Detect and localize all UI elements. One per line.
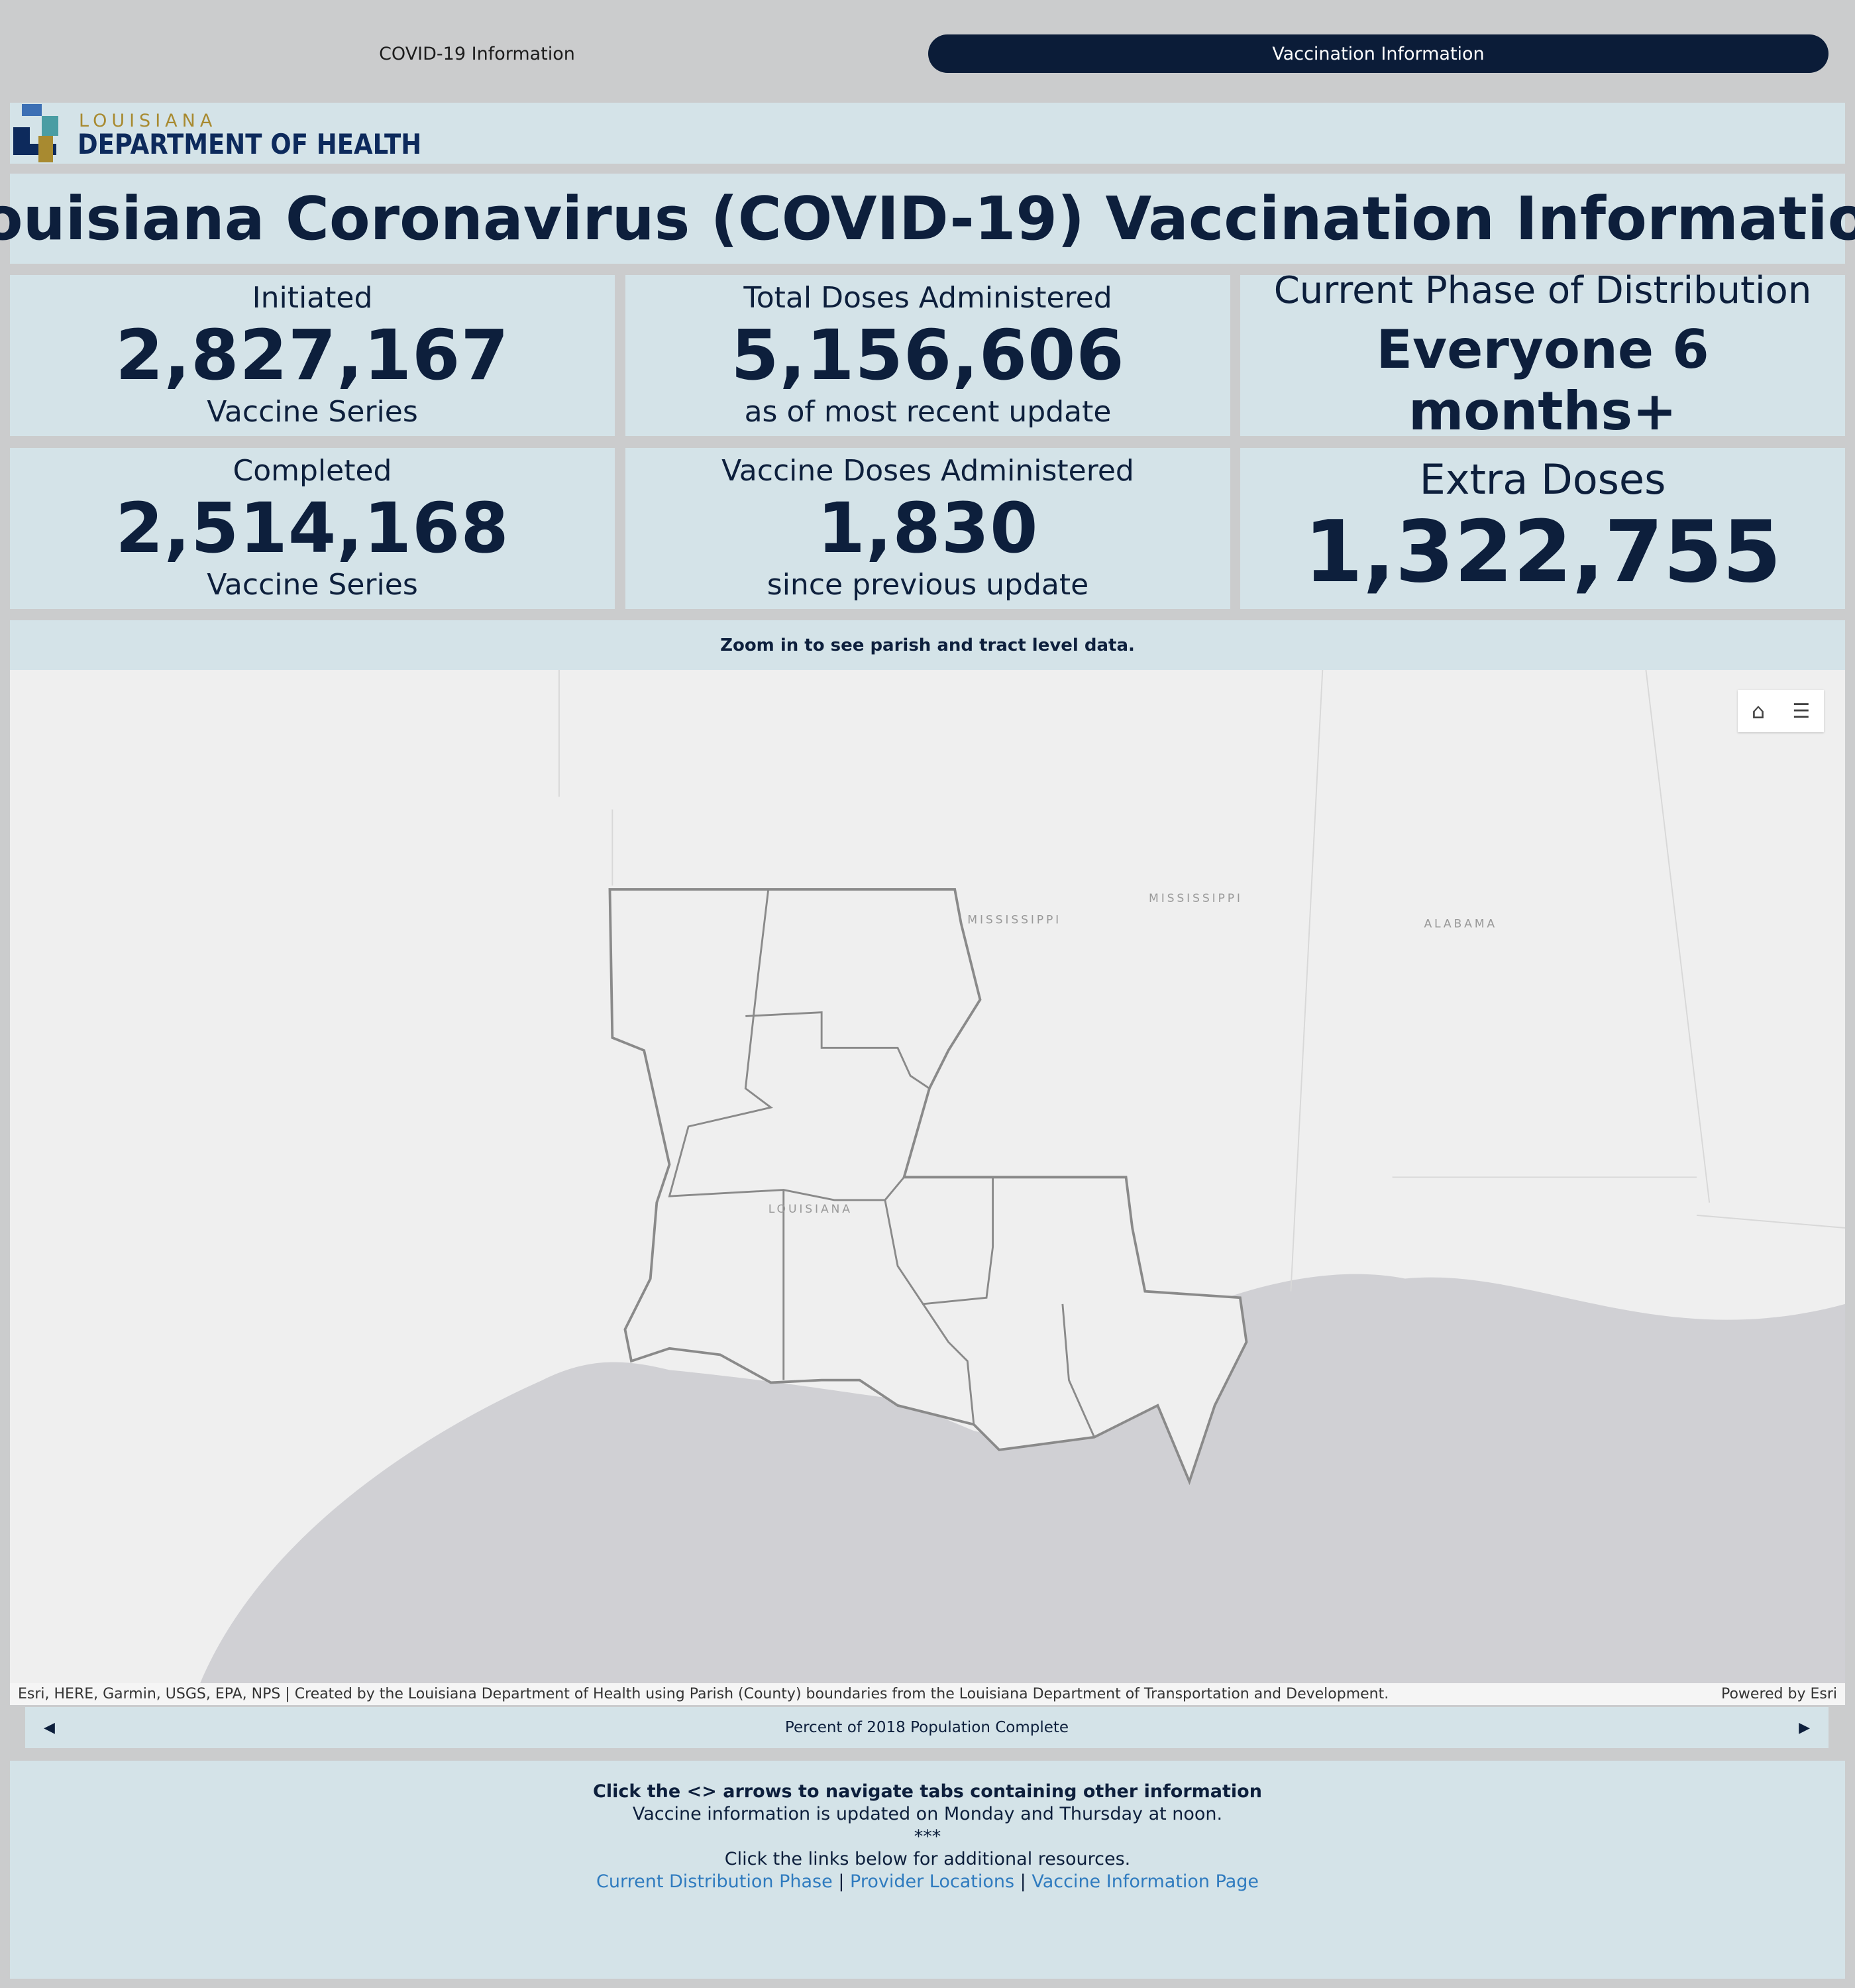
link-current-distribution-phase[interactable]: Current Distribution Phase xyxy=(596,1871,833,1892)
stat-label: Vaccine Doses Administered xyxy=(721,453,1134,488)
map-attribution-bar: Esri, HERE, Garmin, USGS, EPA, NPS | Cre… xyxy=(10,1683,1845,1705)
stat-label: Completed xyxy=(233,453,392,488)
stat-total-doses: Total Doses Administered 5,156,606 as of… xyxy=(625,275,1230,436)
stat-current-phase: Current Phase of Distribution Everyone 6… xyxy=(1240,269,1845,442)
link-divider: | xyxy=(838,1871,845,1892)
louisiana-outline xyxy=(608,888,1248,1486)
map-view[interactable]: MISSISSIPPI MISSISSIPPI ALABAMA LOUISIAN… xyxy=(10,670,1845,1683)
logo-bar: LOUISIANA DEPARTMENT OF HEALTH xyxy=(10,103,1845,164)
tab-navigator: ◀ Percent of 2018 Population Complete ▶ xyxy=(25,1707,1828,1748)
stat-extra-doses: Extra Doses 1,322,755 xyxy=(1240,448,1845,609)
map-label-louisiana: LOUISIANA xyxy=(768,1203,853,1216)
stat-value: Everyone 6 months+ xyxy=(1376,319,1709,442)
gulf-water xyxy=(200,1274,1845,1683)
stat-label: Current Phase of Distribution xyxy=(1273,269,1812,312)
footer-line-3: Click the links below for additional res… xyxy=(724,1849,1131,1869)
tab-covid-information[interactable]: COVID-19 Information xyxy=(379,43,575,64)
legend-list-icon[interactable]: ☰ xyxy=(1792,699,1811,723)
stat-label: Extra Doses xyxy=(1419,455,1666,504)
link-divider: | xyxy=(1020,1871,1026,1892)
page-title: Louisiana Coronavirus (COVID-19) Vaccina… xyxy=(0,184,1855,254)
link-vaccine-information-page[interactable]: Vaccine Information Page xyxy=(1032,1871,1259,1892)
map-label-mississippi-state: MISSISSIPPI xyxy=(1149,892,1243,905)
footer-line-1: Click the <> arrows to navigate tabs con… xyxy=(593,1781,1262,1802)
map-header: Zoom in to see parish and tract level da… xyxy=(10,620,1845,670)
footer-links: Current Distribution Phase | Provider Lo… xyxy=(10,1871,1845,1893)
map-label-alabama: ALABAMA xyxy=(1424,917,1497,930)
stat-initiated: Initiated 2,827,167 Vaccine Series xyxy=(10,275,615,436)
stat-value: 5,156,606 xyxy=(731,314,1125,396)
tab-vaccination-information[interactable]: Vaccination Information xyxy=(928,34,1828,73)
stat-value: 1,830 xyxy=(817,487,1039,569)
powered-by-esri[interactable]: Powered by Esri xyxy=(1721,1686,1837,1702)
map-instruction: Zoom in to see parish and tract level da… xyxy=(720,635,1135,655)
stat-sub: since previous update xyxy=(767,568,1089,602)
stat-completed: Completed 2,514,168 Vaccine Series xyxy=(10,448,615,609)
stat-sub: as of most recent update xyxy=(744,395,1112,429)
stat-sub: Vaccine Series xyxy=(207,395,418,429)
home-icon[interactable]: ⌂ xyxy=(1751,698,1765,724)
logo-louisiana-text: LOUISIANA xyxy=(79,111,217,131)
stat-value: 1,322,755 xyxy=(1304,503,1781,602)
footer-info: Click the <> arrows to navigate tabs con… xyxy=(10,1761,1845,1979)
map-controls: ⌂ ☰ xyxy=(1738,690,1824,732)
map-canvas: MISSISSIPPI MISSISSIPPI ALABAMA LOUISIAN… xyxy=(200,670,1845,1683)
map-label-mississippi-river: MISSISSIPPI xyxy=(967,914,1061,927)
logo-department-text: DEPARTMENT OF HEALTH xyxy=(78,128,422,160)
stat-label: Total Doses Administered xyxy=(743,280,1112,315)
stat-value: 2,827,167 xyxy=(115,314,509,396)
next-arrow-icon[interactable]: ▶ xyxy=(1799,1719,1810,1736)
previous-arrow-icon[interactable]: ◀ xyxy=(44,1719,55,1736)
ldh-logo-icon xyxy=(13,104,58,162)
stat-label: Initiated xyxy=(252,280,373,315)
title-bar: Louisiana Coronavirus (COVID-19) Vaccina… xyxy=(0,174,1855,264)
stat-recent-doses: Vaccine Doses Administered 1,830 since p… xyxy=(625,448,1230,609)
navigator-label: Percent of 2018 Population Complete xyxy=(784,1719,1069,1736)
link-provider-locations[interactable]: Provider Locations xyxy=(850,1871,1015,1892)
stat-value: 2,514,168 xyxy=(115,487,509,569)
stat-sub: Vaccine Series xyxy=(207,568,418,602)
map-attribution: Esri, HERE, Garmin, USGS, EPA, NPS | Cre… xyxy=(18,1686,1389,1702)
footer-sep: *** xyxy=(914,1826,941,1847)
footer-line-2: Vaccine information is updated on Monday… xyxy=(632,1804,1223,1824)
